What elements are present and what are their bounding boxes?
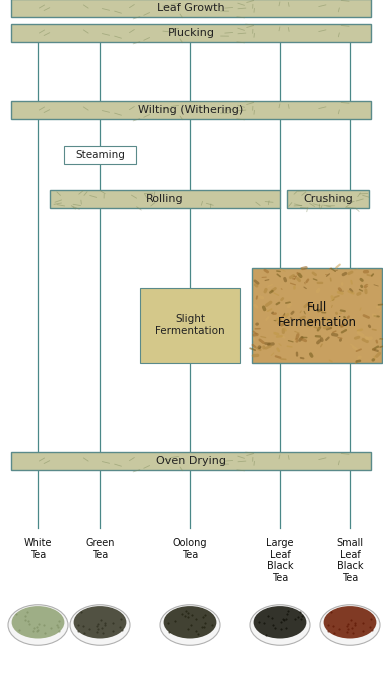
Bar [287,190,369,208]
Bar [140,288,240,362]
Bar [50,190,280,208]
Text: Slight
Fermentation: Slight Fermentation [155,314,225,336]
Text: Green
Tea: Green Tea [85,538,115,560]
Bar [11,0,371,17]
Ellipse shape [164,606,216,638]
Text: Plucking: Plucking [167,28,214,38]
Text: Small
Leaf
Black
Tea: Small Leaf Black Tea [336,538,363,583]
Text: Leaf Growth: Leaf Growth [157,3,225,13]
Text: Crushing: Crushing [303,194,353,204]
Text: Steaming: Steaming [75,150,125,160]
Bar [11,24,371,42]
Text: Oven Drying: Oven Drying [156,456,226,466]
Text: White
Tea: White Tea [24,538,52,560]
Ellipse shape [254,606,306,638]
Ellipse shape [70,605,130,645]
Bar [11,101,371,119]
Ellipse shape [160,605,220,645]
Text: Large
Leaf
Black
Tea: Large Leaf Black Tea [266,538,294,583]
Ellipse shape [74,606,126,638]
Text: Oolong
Tea: Oolong Tea [173,538,207,560]
Text: Full
Fermentation: Full Fermentation [278,301,357,329]
Bar [252,267,382,362]
Bar [11,452,371,470]
Ellipse shape [320,605,380,645]
Bar [64,146,136,164]
Ellipse shape [11,606,64,638]
Ellipse shape [324,606,376,638]
Text: Wilting (Withering): Wilting (Withering) [138,105,244,115]
Ellipse shape [8,605,68,645]
Text: Rolling: Rolling [146,194,184,204]
Ellipse shape [250,605,310,645]
